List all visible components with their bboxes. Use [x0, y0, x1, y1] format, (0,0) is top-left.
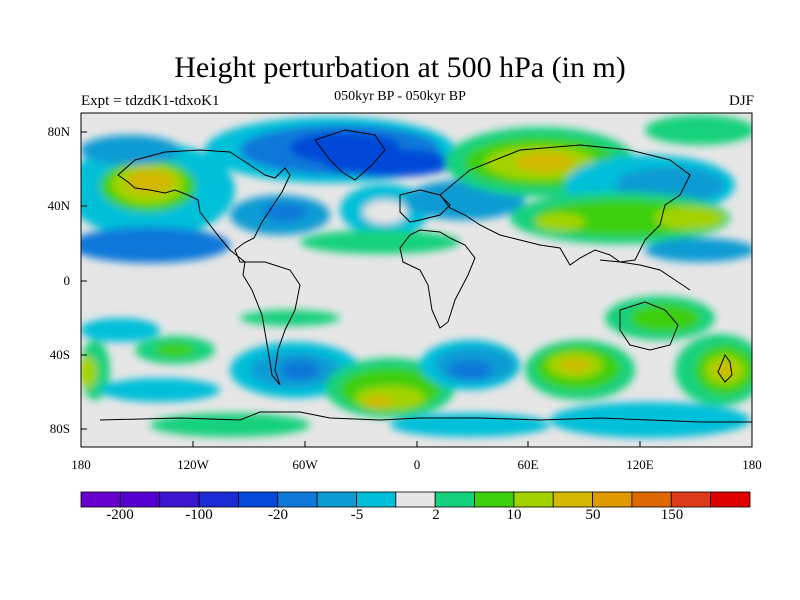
colorbar-swatch	[631, 491, 672, 508]
y-tick-label: 0	[63, 273, 71, 288]
colorbar-swatch	[198, 491, 239, 508]
period-label: 050kyr BP - 050kyr BP	[334, 89, 466, 104]
y-tick-label: 40N	[47, 198, 70, 213]
colorbar-swatch	[316, 491, 357, 508]
experiment-label: Expt = tdzdK1-tdxoK1	[81, 93, 220, 109]
colorbar-swatch	[434, 491, 475, 508]
x-tick-label: 180	[742, 457, 762, 472]
colorbar-swatch	[277, 491, 318, 508]
y-tick-label: 80S	[49, 421, 70, 436]
colorbar-label: -200	[106, 507, 134, 523]
season-label: DJF	[728, 93, 754, 109]
colorbar-swatch	[670, 491, 712, 508]
coastlines	[99, 129, 752, 423]
colorbar-label: -20	[268, 507, 288, 523]
colorbar-swatch	[356, 491, 397, 508]
colorbar-label: -5	[350, 507, 364, 523]
y-tick-label: 80N	[47, 124, 70, 139]
x-tick-label: 0	[413, 457, 421, 472]
y-tick-label: 40S	[49, 347, 70, 362]
x-tick-label: 60E	[517, 457, 539, 472]
map-title: Height perturbation at 500 hPa (in m)	[174, 51, 626, 84]
colorbar	[80, 491, 751, 508]
colorbar-swatch	[474, 491, 515, 508]
x-tick-label: 180	[71, 457, 91, 472]
colorbar-swatch	[710, 491, 751, 508]
colorbar-swatch	[395, 491, 436, 508]
colorbar-label: -100	[185, 507, 213, 523]
colorbar-label: 150	[660, 507, 684, 523]
colorbar-label: 10	[506, 507, 522, 523]
contour-field	[81, 113, 752, 447]
axis-ticks	[80, 131, 753, 447]
colorbar-swatch	[513, 491, 554, 508]
colorbar-swatch	[592, 491, 633, 508]
colorbar-swatch	[119, 491, 161, 508]
colorbar-swatch	[552, 491, 593, 508]
x-tick-label: 120W	[177, 457, 209, 472]
colorbar-swatch	[159, 491, 200, 508]
x-tick-label: 120E	[626, 457, 654, 472]
colorbar-label: 2	[432, 507, 440, 523]
colorbar-label: 50	[585, 507, 601, 523]
colorbar-swatch	[238, 491, 279, 508]
x-tick-label: 60W	[292, 457, 318, 472]
colorbar-swatch	[80, 491, 121, 508]
